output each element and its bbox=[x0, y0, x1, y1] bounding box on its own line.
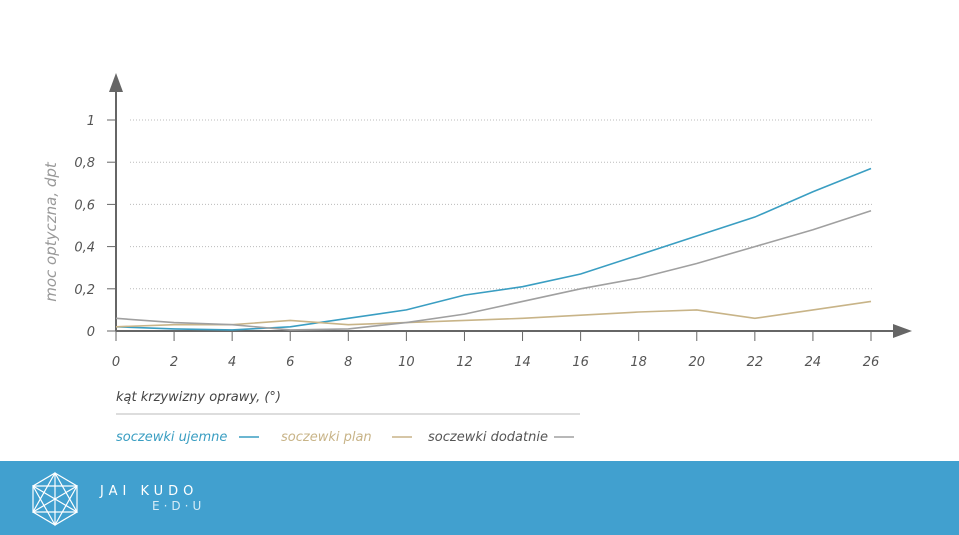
x-tick-label: 2 bbox=[170, 355, 178, 370]
x-axis-label: kąt krzywizny oprawy, (°) bbox=[116, 390, 281, 405]
series-line-1 bbox=[115, 300, 872, 328]
x-axis-arrow bbox=[893, 324, 912, 338]
y-axis-arrow bbox=[109, 73, 123, 92]
x-tick-label: 12 bbox=[456, 355, 473, 370]
brand-sub: E·D·U bbox=[152, 499, 206, 513]
footer-bar bbox=[0, 461, 959, 535]
y-axis-label: moc optyczna, dpt bbox=[42, 161, 60, 302]
x-tick-label: 4 bbox=[228, 355, 236, 370]
y-tick-label: 1 bbox=[87, 114, 95, 129]
y-tick-label: 0 bbox=[87, 325, 95, 340]
x-tick-label: 0 bbox=[112, 355, 120, 370]
x-tick-label: 14 bbox=[514, 355, 531, 370]
x-tick-label: 22 bbox=[747, 355, 764, 370]
x-tick-label: 26 bbox=[863, 355, 880, 370]
x-tick-label: 10 bbox=[398, 355, 415, 370]
legend-label-2: soczewki dodatnie bbox=[428, 430, 548, 445]
y-tick-label: 0,4 bbox=[74, 241, 95, 256]
x-tick-label: 24 bbox=[805, 355, 822, 370]
brand-name: JAI KUDO bbox=[100, 484, 199, 499]
hexagon-logo-icon bbox=[31, 471, 79, 527]
series-line-2 bbox=[115, 209, 872, 331]
legend-label-0: soczewki ujemne bbox=[116, 430, 227, 445]
legend-label-1: soczewki plan bbox=[281, 430, 372, 445]
line-chart: 00,20,40,60,810 2 4 6 8 10 12 14 16 18 20 22 24 26moc… bbox=[42, 73, 912, 445]
y-tick-label: 0,8 bbox=[74, 156, 95, 171]
x-tick-label: 6 bbox=[286, 355, 294, 370]
x-tick-label: 20 bbox=[688, 355, 705, 370]
x-tick-label: 18 bbox=[630, 355, 647, 370]
series-line-0 bbox=[115, 167, 872, 331]
x-tick-label: 16 bbox=[572, 355, 589, 370]
x-tick-label: 8 bbox=[344, 355, 352, 370]
y-tick-label: 0,2 bbox=[74, 283, 95, 298]
y-tick-label: 0,6 bbox=[74, 198, 95, 213]
